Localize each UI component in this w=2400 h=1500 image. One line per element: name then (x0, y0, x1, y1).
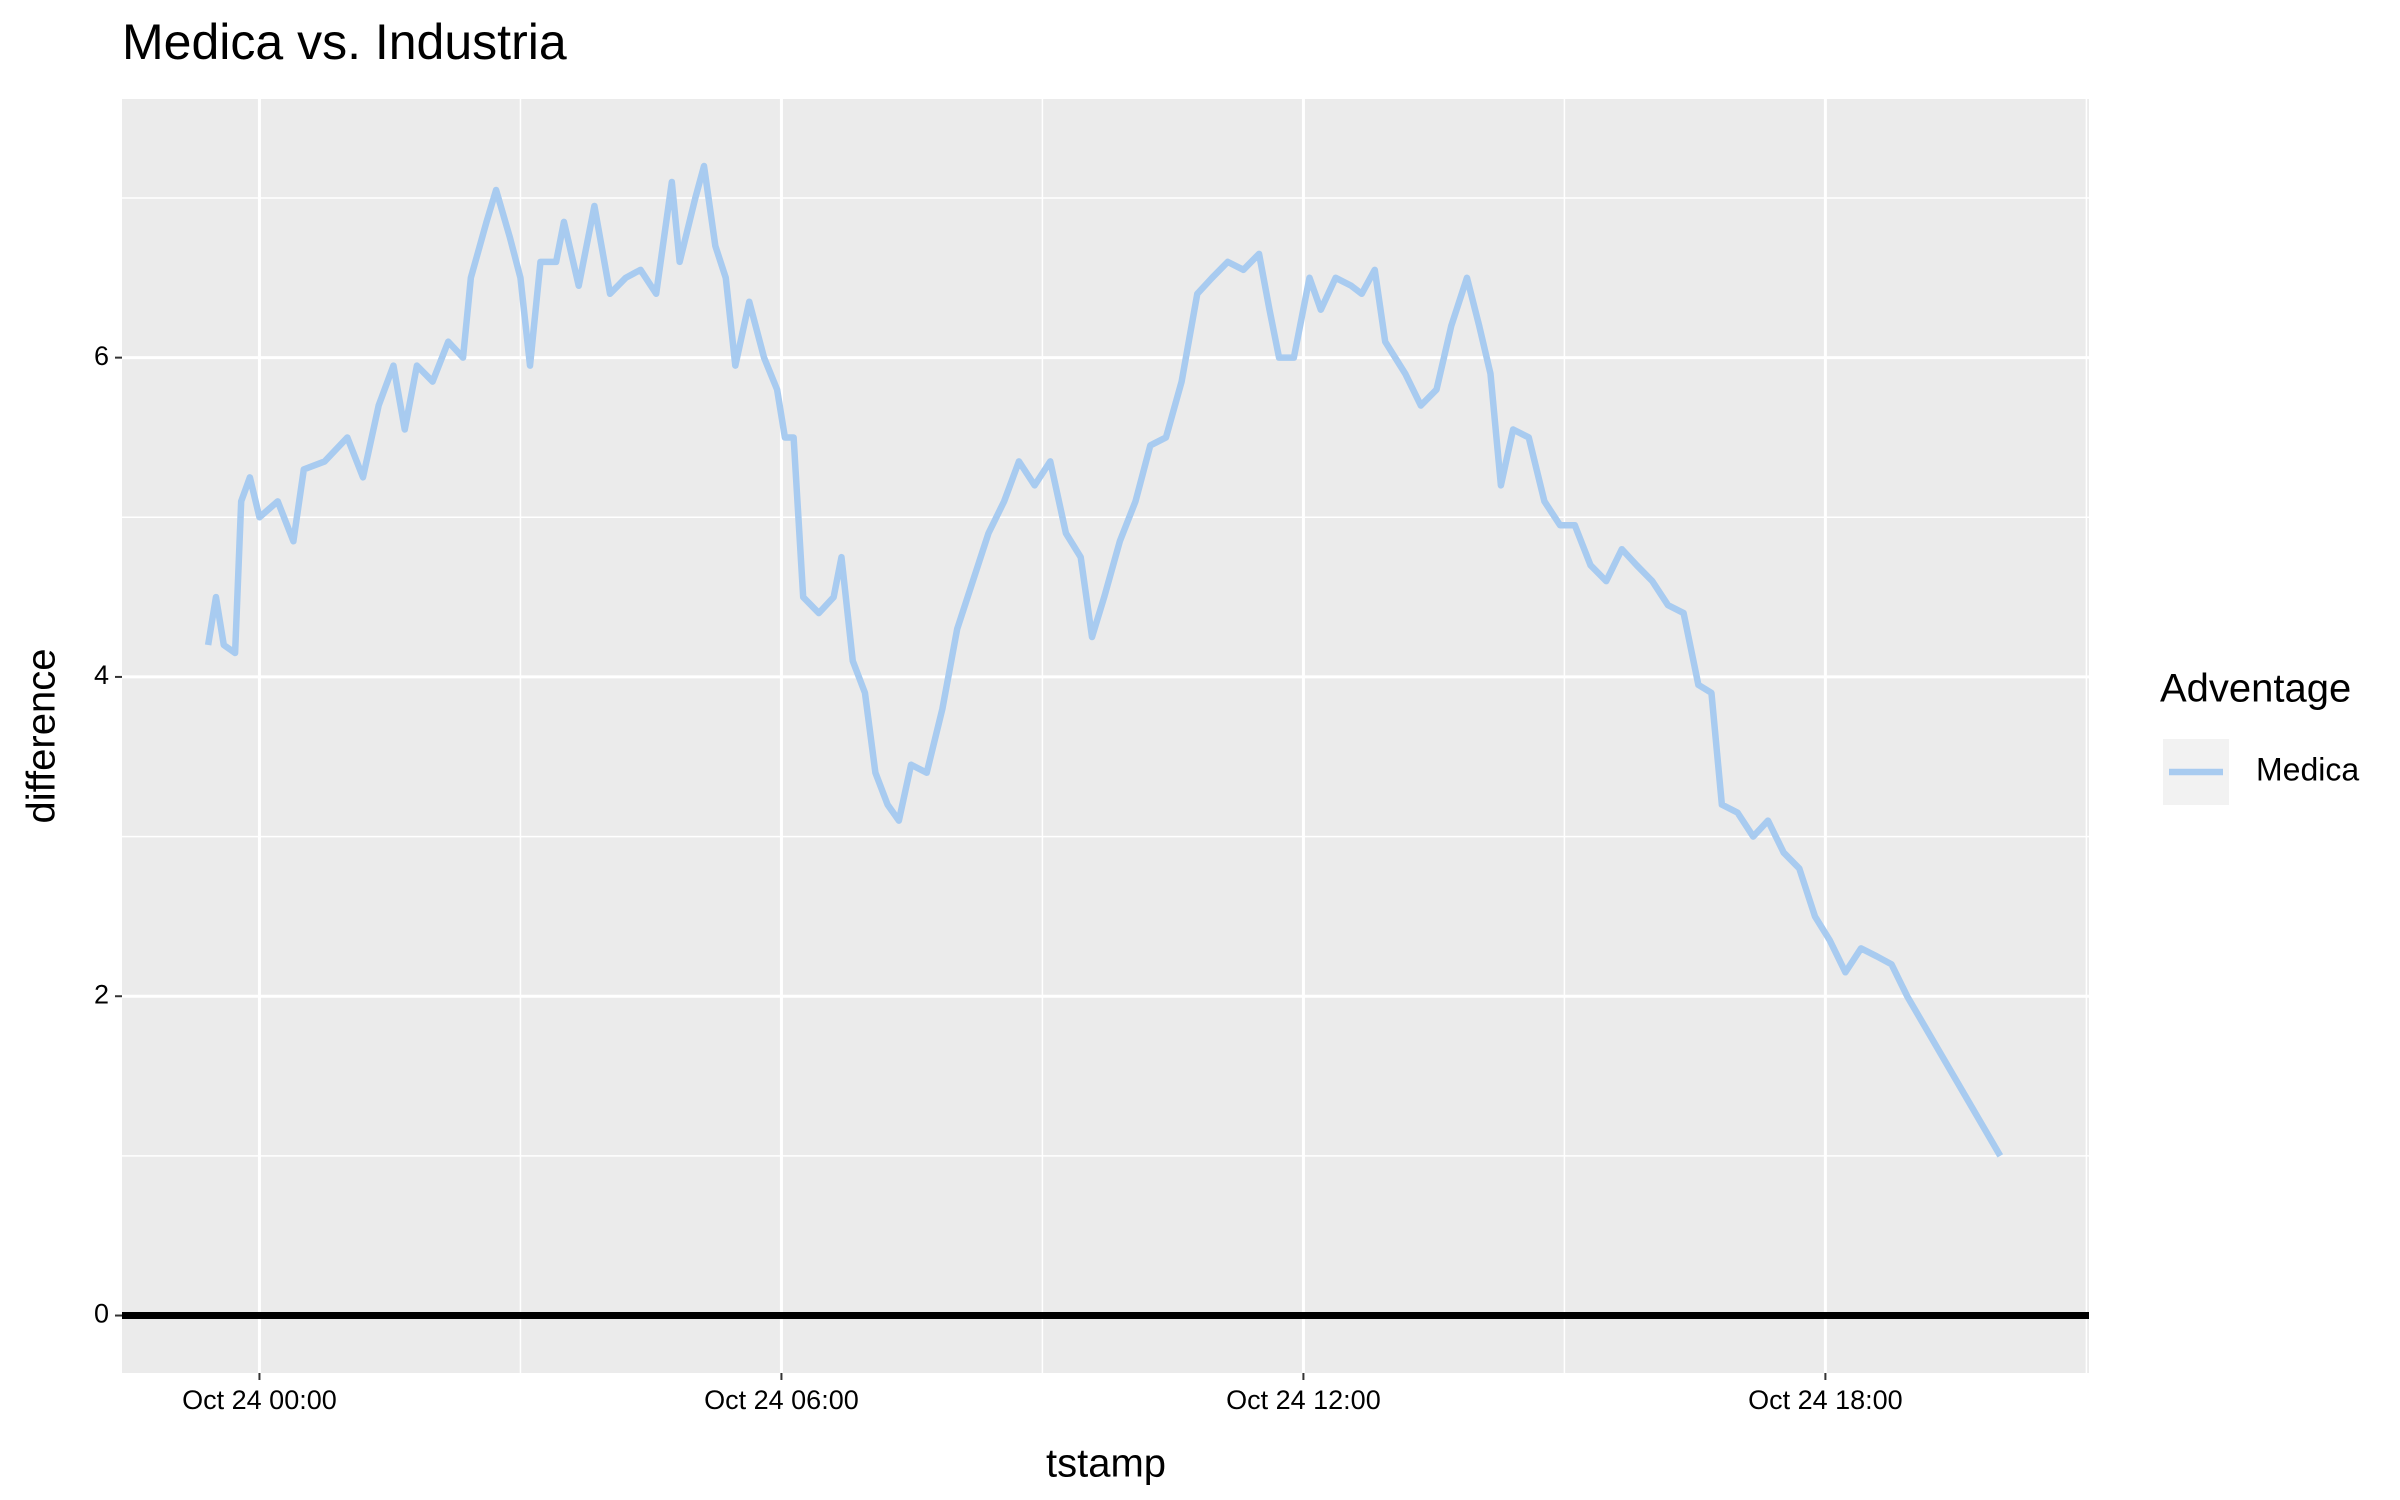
y-tick-label: 2 (94, 979, 109, 1009)
x-axis-title: tstamp (1046, 1442, 1166, 1486)
x-tick-label: Oct 24 00:00 (182, 1385, 337, 1415)
y-axis-title: difference (20, 649, 64, 824)
legend-title: Adventage (2160, 667, 2351, 711)
chart-title: Medica vs. Industria (122, 14, 567, 70)
x-tick-label: Oct 24 12:00 (1226, 1385, 1381, 1415)
panel (122, 99, 2089, 1373)
y-tick-label: 6 (94, 341, 109, 371)
data-line (204, 162, 2004, 1158)
x-tick-label: Oct 24 06:00 (704, 1385, 859, 1415)
y-tick-label: 4 (94, 660, 109, 690)
x-tick-label: Oct 24 18:00 (1748, 1385, 1903, 1415)
legend-label: Medica (2256, 751, 2359, 787)
y-tick-label: 0 (94, 1299, 109, 1329)
